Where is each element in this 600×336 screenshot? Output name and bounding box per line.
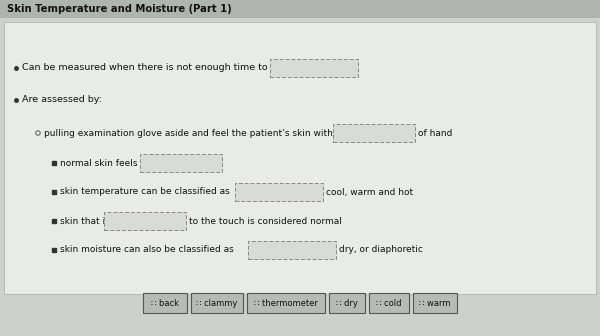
Text: skin moisture can also be classified as: skin moisture can also be classified as bbox=[60, 246, 234, 254]
Text: Skin Temperature and Moisture (Part 1): Skin Temperature and Moisture (Part 1) bbox=[7, 4, 232, 14]
Text: cool, warm and hot: cool, warm and hot bbox=[326, 187, 413, 197]
Text: of hand: of hand bbox=[418, 128, 452, 137]
Text: to the touch is considered normal: to the touch is considered normal bbox=[189, 216, 342, 225]
Bar bbox=[270, 59, 358, 77]
Bar bbox=[140, 154, 222, 172]
Text: skin that is: skin that is bbox=[60, 216, 110, 225]
Bar bbox=[104, 212, 186, 230]
Bar bbox=[0, 0, 600, 18]
Text: normal skin feels: normal skin feels bbox=[60, 159, 137, 168]
Bar bbox=[413, 293, 457, 313]
Text: ∷ cold: ∷ cold bbox=[376, 298, 402, 307]
Bar bbox=[235, 183, 323, 201]
Text: ∷ dry: ∷ dry bbox=[336, 298, 358, 307]
Bar bbox=[248, 241, 336, 259]
Text: ∷ warm: ∷ warm bbox=[419, 298, 451, 307]
Text: pulling examination glove aside and feel the patient’s skin with the: pulling examination glove aside and feel… bbox=[44, 128, 351, 137]
Text: ∷ back: ∷ back bbox=[151, 298, 179, 307]
Bar bbox=[333, 124, 415, 142]
Text: Can be measured when there is not enough time to use a: Can be measured when there is not enough… bbox=[22, 64, 296, 73]
Text: ∷ thermometer: ∷ thermometer bbox=[254, 298, 318, 307]
Bar bbox=[247, 293, 325, 313]
Bar bbox=[4, 22, 596, 294]
Bar bbox=[191, 293, 243, 313]
Text: ∷ clammy: ∷ clammy bbox=[196, 298, 238, 307]
Text: Are assessed by:: Are assessed by: bbox=[22, 95, 102, 104]
Text: skin temperature can be classified as: skin temperature can be classified as bbox=[60, 187, 230, 197]
Bar bbox=[143, 293, 187, 313]
Text: dry, or diaphoretic: dry, or diaphoretic bbox=[339, 246, 423, 254]
Bar bbox=[329, 293, 365, 313]
Bar bbox=[369, 293, 409, 313]
